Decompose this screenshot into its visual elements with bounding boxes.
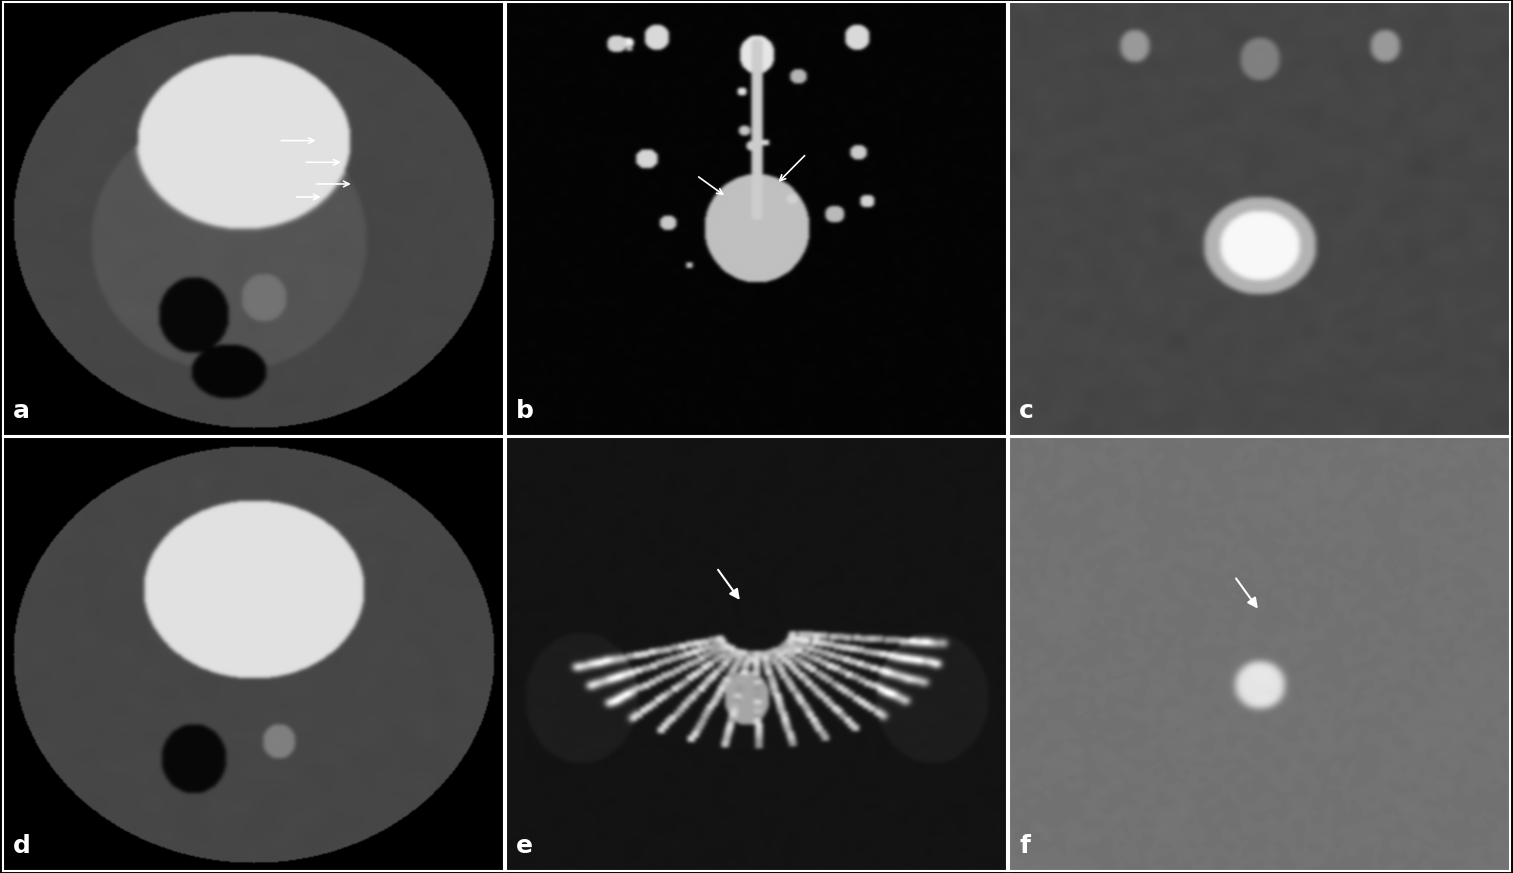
Text: f: f (1020, 835, 1030, 858)
Text: a: a (14, 399, 30, 423)
Text: d: d (14, 835, 30, 858)
Text: c: c (1020, 399, 1033, 423)
Text: b: b (516, 399, 534, 423)
Text: e: e (516, 835, 533, 858)
